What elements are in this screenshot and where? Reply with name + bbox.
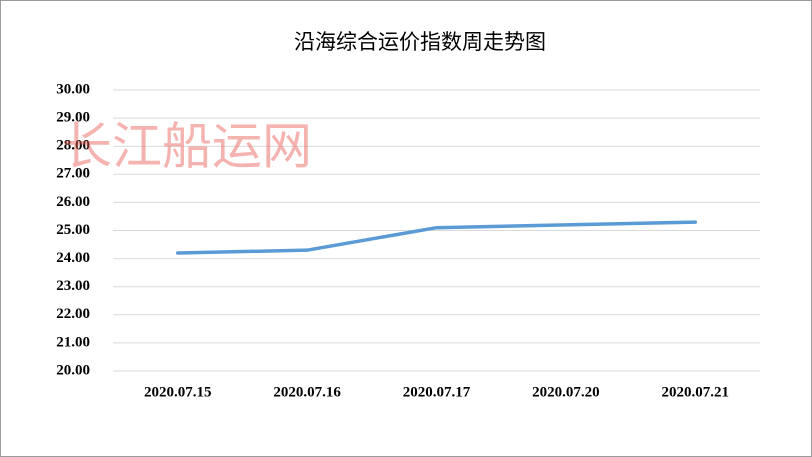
y-tick-label: 21.00: [56, 334, 90, 350]
data-line: [175, 220, 698, 255]
x-tick-label: 2020.07.20: [532, 384, 600, 400]
y-tick-label: 30.00: [56, 81, 90, 97]
y-tick-label: 25.00: [56, 222, 90, 238]
y-tick-label: 23.00: [56, 278, 90, 294]
y-tick-label: 26.00: [56, 194, 90, 210]
watermark: 长江船运网: [62, 118, 312, 176]
x-tick-label: 2020.07.15: [144, 384, 212, 400]
x-tick-label: 2020.07.16: [273, 384, 341, 400]
y-tick-label: 22.00: [56, 306, 90, 322]
x-tick-label: 2020.07.21: [662, 384, 730, 400]
y-tick-label: 24.00: [56, 250, 90, 266]
y-tick-label: 28.00: [56, 138, 90, 154]
x-tick-label: 2020.07.17: [403, 384, 471, 400]
y-tick-label: 29.00: [56, 110, 90, 126]
y-tick-label: 27.00: [56, 166, 90, 182]
y-tick-label: 20.00: [56, 362, 90, 378]
chart-title: 沿海综合运价指数周走势图: [294, 30, 546, 54]
